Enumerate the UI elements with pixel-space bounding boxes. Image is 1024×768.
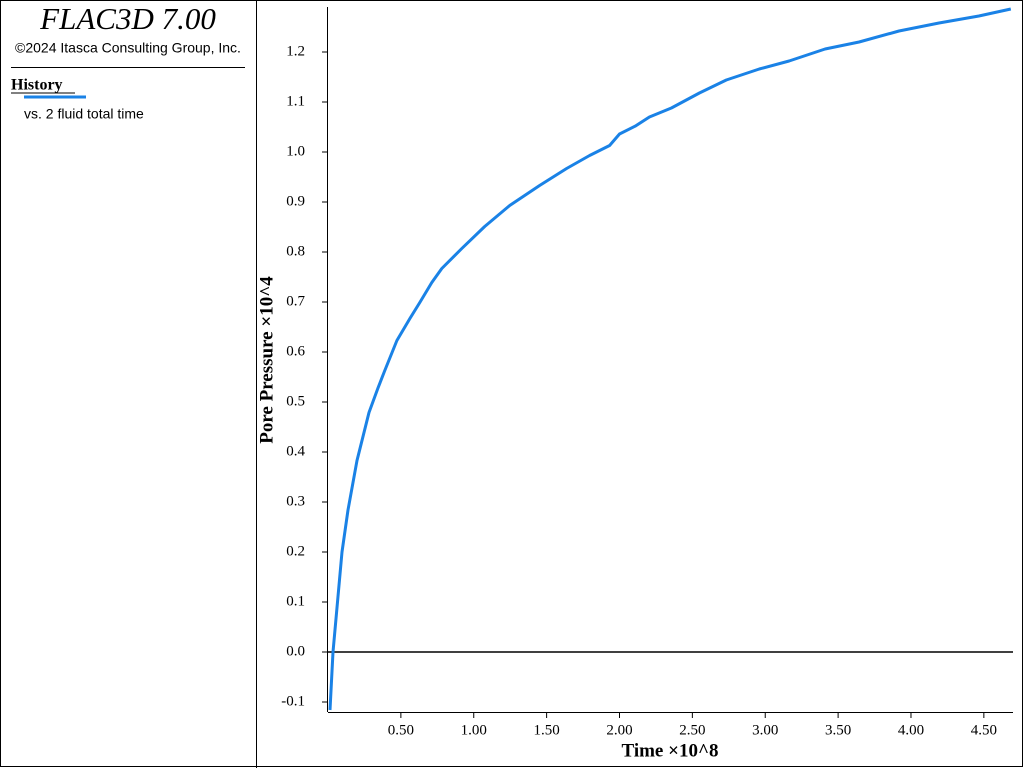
y-axis-label: Pore Pressure ×10^4 (256, 276, 277, 444)
y-tick-label: 0.8 (286, 243, 305, 259)
x-tick-label: 0.50 (388, 722, 414, 738)
x-tick-label: 4.50 (971, 722, 997, 738)
y-tick-label: 0.5 (286, 393, 305, 409)
series-line (328, 7, 1012, 711)
x-tick-label: 1.00 (461, 722, 487, 738)
y-tick-label: -0.1 (281, 693, 305, 709)
x-axis-label: Time ×10^8 (622, 740, 719, 761)
x-tick-label: 2.00 (606, 722, 632, 738)
legend-title: History (11, 77, 63, 94)
y-tick-label: 0.9 (286, 193, 305, 209)
y-tick-label: 0.6 (286, 343, 305, 359)
x-tick-label: 3.00 (752, 722, 778, 738)
y-tick-label: 0.4 (286, 443, 305, 459)
y-tick-label: 0.7 (286, 293, 305, 309)
x-tick-label: 3.50 (825, 722, 851, 738)
y-tick-label: 1.2 (286, 43, 305, 59)
x-tick-label: 2.50 (679, 722, 705, 738)
y-tick-label: 0.2 (286, 543, 305, 559)
y-tick-label: 1.0 (286, 143, 305, 159)
y-tick-label: 0.0 (286, 643, 305, 659)
y-tick-label: 0.3 (286, 493, 305, 509)
y-tick-label: 0.1 (286, 593, 305, 609)
x-tick-label: 1.50 (533, 722, 559, 738)
copyright: ©2024 Itasca Consulting Group, Inc. (15, 40, 241, 56)
app-title: FLAC3D 7.00 (39, 1, 216, 36)
legend-label: vs. 2 fluid total time (24, 106, 144, 122)
x-tick-label: 4.00 (898, 722, 924, 738)
y-tick-label: 1.1 (286, 93, 305, 109)
